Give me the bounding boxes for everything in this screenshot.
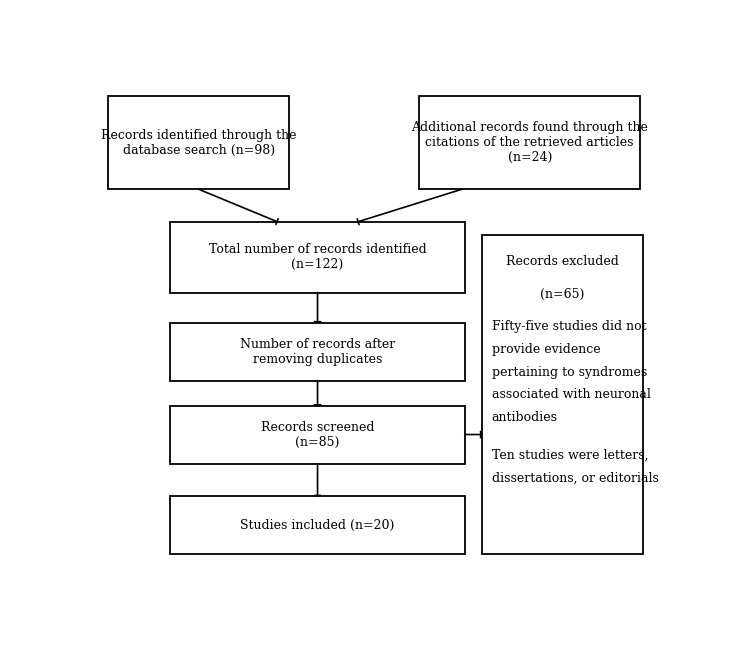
Text: Records excluded: Records excluded [506,254,618,267]
Text: provide evidence: provide evidence [492,343,601,356]
Text: Studies included (n=20): Studies included (n=20) [240,519,395,532]
Text: antibodies: antibodies [492,411,558,424]
Text: (n=65): (n=65) [540,288,585,300]
Text: Ten studies were letters,: Ten studies were letters, [492,449,648,462]
FancyBboxPatch shape [108,96,289,189]
Text: Total number of records identified
(n=122): Total number of records identified (n=12… [209,243,426,271]
Text: dissertations, or editorials: dissertations, or editorials [492,472,658,484]
Text: Number of records after
removing duplicates: Number of records after removing duplica… [240,337,395,366]
Text: associated with neuronal: associated with neuronal [492,388,650,401]
Text: pertaining to syndromes: pertaining to syndromes [492,366,647,379]
Text: Additional records found through the
citations of the retrieved articles
(n=24): Additional records found through the cit… [411,121,648,164]
FancyBboxPatch shape [171,322,465,381]
FancyBboxPatch shape [171,405,465,464]
FancyBboxPatch shape [171,496,465,555]
FancyBboxPatch shape [171,222,465,292]
Text: Records screened
(n=85): Records screened (n=85) [261,421,374,449]
FancyBboxPatch shape [482,235,643,555]
Text: Fifty-five studies did not: Fifty-five studies did not [492,320,647,333]
Text: Records identified through the
database search (n=98): Records identified through the database … [101,129,296,157]
FancyBboxPatch shape [419,96,640,189]
